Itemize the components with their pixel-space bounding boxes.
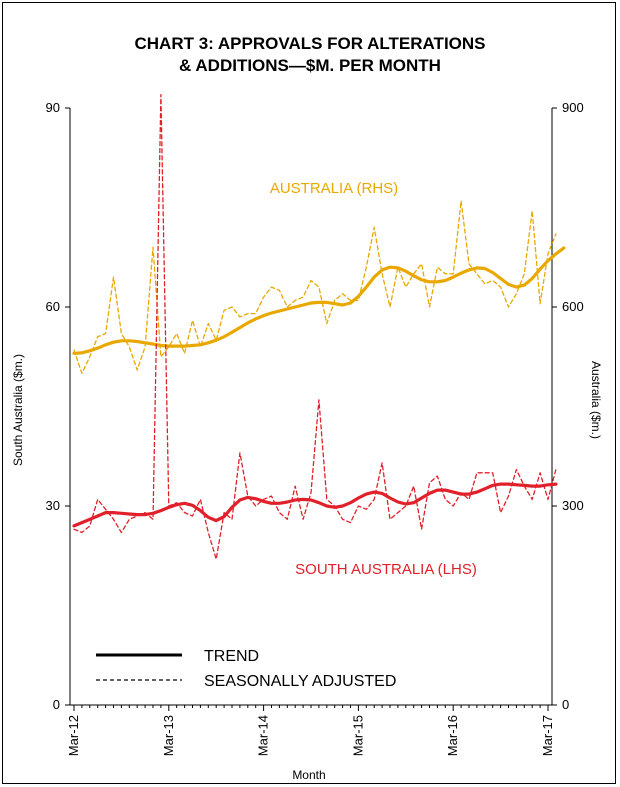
- y-right-tick-label: 300: [562, 498, 584, 513]
- x-tick-label: Mar-16: [445, 715, 460, 756]
- x-tick-label: Mar-17: [540, 715, 555, 756]
- y-left-tick-label: 60: [46, 299, 60, 314]
- y-axis-left-title: South Australia ($m.): [11, 354, 25, 466]
- y-right-tick-label: 900: [562, 100, 584, 115]
- y-axis-right-title: Australia ($m.): [589, 361, 603, 439]
- x-axis-title: Month: [292, 768, 325, 782]
- series-layer: [72, 94, 566, 560]
- y-left-tick-label: 90: [46, 100, 60, 115]
- x-tick-label: Mar-12: [66, 715, 81, 756]
- series-label-australia: AUSTRALIA (RHS): [270, 180, 398, 197]
- x-tick-label: Mar-14: [256, 715, 271, 756]
- legend: TREND SEASONALLY ADJUSTED: [96, 648, 396, 690]
- series-label-south-australia: SOUTH AUSTRALIA (LHS): [295, 561, 477, 578]
- chart-title-line-1: CHART 3: APPROVALS FOR ALTERATIONS: [134, 34, 486, 53]
- x-tick-label: Mar-15: [350, 715, 365, 756]
- series-line-sa_trend: [72, 482, 558, 528]
- series-line-sa_sa: [73, 94, 557, 560]
- y-right-tick-label: 0: [562, 697, 569, 712]
- chart-title-line-2: & ADDITIONS—$M. PER MONTH: [179, 56, 441, 75]
- x-tick-label: Mar-13: [161, 715, 176, 756]
- y-right-tick-label: 600: [562, 299, 584, 314]
- legend-trend-label: TREND: [204, 648, 259, 665]
- y-left-tick-label: 30: [46, 498, 60, 513]
- series-line-aus_trend: [72, 246, 566, 355]
- y-left-tick-label: 0: [53, 697, 60, 712]
- legend-sa-label: SEASONALLY ADJUSTED: [204, 673, 396, 690]
- series-line-aus_sa: [73, 200, 557, 374]
